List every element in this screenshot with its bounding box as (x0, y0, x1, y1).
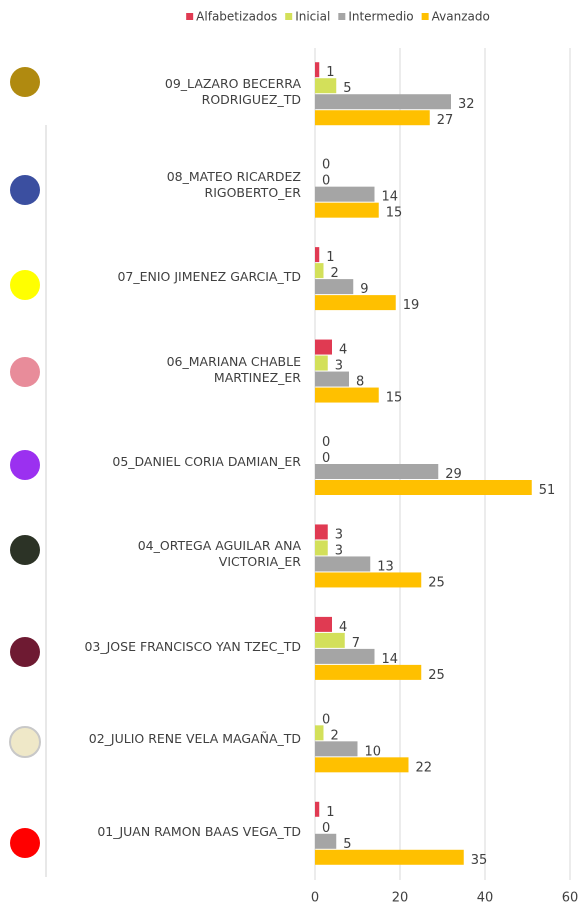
data-label: 5 (343, 81, 351, 96)
data-label: 1 (326, 65, 334, 80)
data-label: 2 (331, 266, 339, 281)
data-label: 35 (471, 853, 488, 868)
data-label: 25 (428, 575, 445, 590)
data-label: 2 (331, 728, 339, 743)
y-tick-label: 06_MARIANA CHABLE MARTINEZ_ER (166, 353, 301, 385)
bar (315, 94, 451, 110)
y-tick-label: 03_JOSE FRANCISCO YAN TZEC_TD (84, 638, 301, 654)
legend-label: Avanzado (432, 10, 490, 24)
marker (10, 637, 40, 667)
x-tick-label: 40 (477, 891, 494, 906)
marker (10, 67, 40, 97)
bar (315, 849, 464, 865)
data-label: 27 (437, 113, 454, 128)
y-tick-label: 08_MATEO RICARDEZ RIGOBERTO_ER (166, 168, 301, 200)
legend-label: Alfabetizados (196, 10, 277, 24)
y-tick-label: 04_ORTEGA AGUILAR ANA VICTORIA_ER (137, 538, 301, 570)
bar (315, 480, 532, 495)
data-label: 25 (428, 668, 445, 683)
data-label: 15 (386, 206, 403, 221)
data-label: 3 (335, 527, 343, 542)
data-label: 4 (339, 343, 347, 358)
bar (315, 757, 409, 773)
x-tick-label: 60 (562, 891, 579, 906)
bar (315, 247, 320, 263)
bar (315, 355, 328, 371)
bar (315, 263, 324, 279)
data-label: 0 (322, 821, 330, 836)
data-label: 22 (416, 760, 433, 775)
bar (315, 62, 320, 78)
data-label: 14 (382, 190, 399, 205)
data-label: 19 (403, 298, 420, 313)
data-label: 13 (377, 559, 394, 574)
data-label: 0 (322, 712, 330, 727)
bar (315, 371, 349, 387)
data-label: 14 (382, 652, 399, 667)
bar (315, 387, 379, 403)
data-label: 0 (322, 451, 330, 466)
bar (315, 616, 332, 632)
y-tick-label: 02_JULIO RENE VELA MAGAÑA_TD (88, 731, 301, 747)
bar (315, 725, 324, 741)
bar (315, 648, 375, 664)
y-tick-label: 07_ENIO JIMENEZ GARCIA_TD (117, 269, 301, 285)
data-label: 0 (322, 435, 330, 450)
bar (315, 801, 320, 817)
x-tick-label: 0 (311, 891, 319, 906)
marker (10, 175, 40, 205)
legend-swatch (421, 13, 429, 20)
bar (315, 202, 379, 218)
data-label: 9 (360, 282, 368, 297)
data-label: 51 (539, 483, 556, 498)
marker (10, 535, 40, 565)
bar (315, 295, 396, 311)
bar (315, 464, 439, 479)
data-label: 3 (335, 359, 343, 374)
bar (315, 339, 332, 355)
bar (315, 78, 337, 94)
data-label: 29 (445, 467, 462, 482)
y-tick-label: 09_LAZARO BECERRA RODRIGUEZ_TD (164, 76, 301, 108)
marker (10, 270, 40, 300)
marker (9, 726, 41, 758)
data-label: 7 (352, 636, 360, 651)
bar (315, 632, 345, 648)
data-label: 4 (339, 620, 347, 635)
bar (315, 110, 430, 126)
y-tick-label: 05_DANIEL CORIA DAMIAN_ER (112, 454, 301, 469)
bar (315, 572, 422, 588)
bar (315, 186, 375, 202)
data-label: 32 (458, 97, 475, 112)
marker (10, 357, 40, 387)
data-label: 0 (322, 174, 330, 189)
bar (315, 664, 422, 680)
data-label: 15 (386, 391, 403, 406)
legend-label: Intermedio (348, 10, 413, 24)
bar (315, 556, 371, 572)
legend-swatch (338, 13, 346, 20)
data-label: 1 (326, 805, 334, 820)
data-label: 8 (356, 375, 364, 390)
x-tick-label: 20 (392, 891, 409, 906)
data-label: 5 (343, 837, 351, 852)
bar (315, 540, 328, 556)
marker (10, 450, 40, 480)
bar (315, 524, 328, 540)
bar (315, 833, 337, 849)
y-tick-label: 01_JUAN RAMON BAAS VEGA_TD (97, 823, 301, 839)
marker (10, 828, 40, 858)
data-label: 0 (322, 158, 330, 173)
data-label: 3 (335, 543, 343, 558)
legend-swatch (186, 13, 194, 20)
data-label: 10 (365, 744, 382, 759)
data-label: 1 (326, 250, 334, 265)
legend-label: Inicial (295, 10, 330, 24)
legend-swatch (285, 13, 293, 20)
bar (315, 279, 354, 295)
bar (315, 741, 358, 757)
